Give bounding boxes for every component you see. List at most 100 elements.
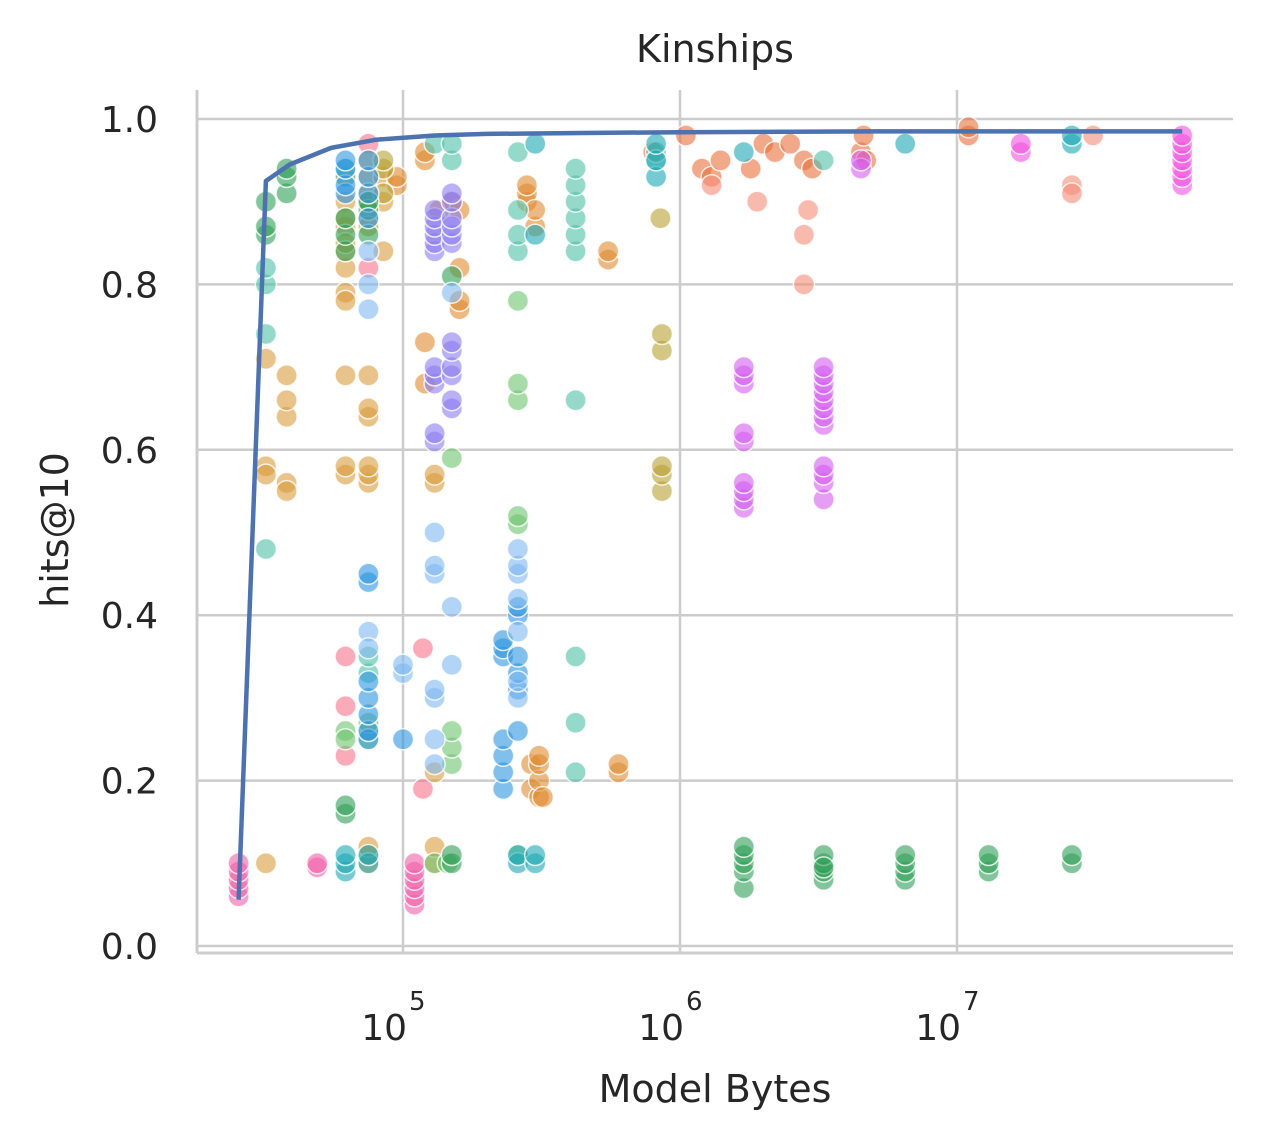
scatter-point xyxy=(893,843,917,867)
scatter-point xyxy=(1060,182,1084,205)
scatter-point xyxy=(564,388,587,412)
scatter-point xyxy=(893,132,917,156)
scatter-point xyxy=(254,852,278,875)
scatter-point xyxy=(523,843,547,867)
scatter-point xyxy=(275,388,298,412)
scatter-point xyxy=(423,463,446,486)
frontier-line xyxy=(236,129,1183,900)
scatter-point xyxy=(334,694,357,718)
y-tick-label: 0.8 xyxy=(101,265,158,306)
scatter-point xyxy=(275,364,298,387)
scatter-point xyxy=(334,206,357,230)
scatter-point xyxy=(564,711,587,734)
scatter-point xyxy=(1170,124,1194,147)
x-tick-exponent: 7 xyxy=(963,987,980,1017)
x-tick-label: 10 xyxy=(638,1008,684,1049)
scatter-point xyxy=(792,223,816,247)
scatter-point xyxy=(440,182,464,205)
scatter-point xyxy=(334,149,357,172)
scatter-point xyxy=(523,223,547,247)
scatter-point xyxy=(254,537,278,561)
scatter-point xyxy=(411,637,435,660)
scatter-point xyxy=(506,620,530,643)
scatter-point xyxy=(523,132,547,156)
scatter-point xyxy=(334,728,357,751)
scatter-point xyxy=(650,322,674,346)
scatter-point xyxy=(1060,843,1084,867)
scatter-point xyxy=(527,744,551,768)
scatter-point xyxy=(957,116,980,139)
x-tick-exponent: 5 xyxy=(409,987,426,1017)
scatter-point xyxy=(357,149,380,172)
scatter-point xyxy=(357,206,380,230)
scatter-point xyxy=(413,331,437,354)
scatter-point xyxy=(334,364,357,387)
scatter-point xyxy=(564,157,587,180)
scatter-point xyxy=(254,463,278,486)
scatter-point xyxy=(674,124,698,147)
x-tick-exponent: 6 xyxy=(686,987,703,1017)
scatter-point xyxy=(812,355,835,379)
scatter-point xyxy=(357,562,380,586)
scatter-point xyxy=(1060,124,1084,147)
scatter-point xyxy=(506,645,530,668)
scatter-points xyxy=(227,116,1194,916)
y-tick-label: 0.6 xyxy=(101,431,158,472)
y-axis-label: hits@10 xyxy=(33,452,77,608)
scatter-point xyxy=(1009,132,1033,156)
scatter-point xyxy=(423,521,446,544)
scatter-point xyxy=(440,331,464,354)
scatter-point xyxy=(423,728,446,751)
scatter-point xyxy=(732,140,756,164)
scatter-point xyxy=(849,149,873,172)
y-tick-label: 1.0 xyxy=(101,100,158,141)
axis-spines xyxy=(195,90,1233,955)
scatter-point xyxy=(812,455,835,478)
y-tick-label: 0.2 xyxy=(101,762,158,803)
scatter-point xyxy=(334,289,357,313)
scatter-point xyxy=(732,471,756,495)
scatter-point xyxy=(506,587,530,610)
scatter-point xyxy=(411,777,435,801)
scatter-point xyxy=(305,852,329,875)
scatter-point xyxy=(732,355,756,379)
scatter-point xyxy=(423,678,446,701)
scatter-point xyxy=(796,198,820,222)
scatter-point xyxy=(334,455,357,478)
scatter-point xyxy=(531,785,555,809)
scatter-point xyxy=(506,198,530,222)
scatter-point xyxy=(596,240,620,263)
scatter-point xyxy=(423,422,446,445)
scatter-point xyxy=(440,843,464,867)
scatter-point xyxy=(852,124,875,147)
chart-title: Kinships xyxy=(636,27,794,71)
scatter-point xyxy=(403,852,426,875)
scatter-point xyxy=(515,173,539,197)
scatter-point xyxy=(391,653,415,677)
scatter-point xyxy=(607,752,630,776)
scatter-point xyxy=(440,446,464,470)
scatter-point xyxy=(649,206,672,230)
scatter-point xyxy=(700,173,723,197)
scatter-point xyxy=(334,794,357,817)
scatter-point xyxy=(440,281,464,304)
x-tick-label: 10 xyxy=(915,1008,961,1049)
scatter-point xyxy=(357,670,380,693)
scatter-point xyxy=(334,843,357,867)
scatter-point xyxy=(357,455,380,478)
scatter-point xyxy=(644,132,668,156)
scatter-point xyxy=(1081,124,1105,147)
scatter-point xyxy=(334,645,357,668)
y-tick-label: 0.0 xyxy=(101,927,158,968)
scatter-point xyxy=(812,856,835,879)
scatter-point xyxy=(357,637,380,660)
scatter-point xyxy=(254,256,278,280)
scatter-point xyxy=(440,388,464,412)
scatter-point xyxy=(506,537,530,561)
scatter-point xyxy=(745,190,769,213)
scatter-point xyxy=(650,455,674,478)
frontier-line-group xyxy=(236,129,1183,900)
scatter-point xyxy=(506,670,530,693)
